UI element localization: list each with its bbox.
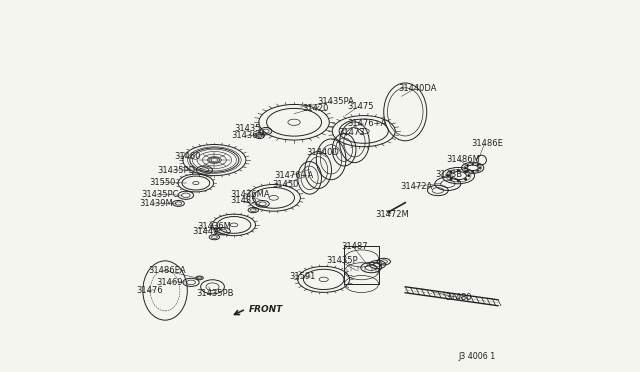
Circle shape [458, 170, 459, 171]
Text: 31473: 31473 [339, 128, 365, 137]
Circle shape [450, 171, 452, 173]
Text: 31469: 31469 [156, 278, 182, 287]
Text: 31440D: 31440D [306, 148, 339, 157]
Text: 31476: 31476 [136, 286, 163, 295]
Text: 31460: 31460 [175, 152, 201, 161]
Circle shape [477, 165, 478, 166]
Text: 31486M: 31486M [446, 155, 480, 164]
Circle shape [472, 171, 473, 172]
Circle shape [467, 165, 468, 166]
Text: 31591: 31591 [290, 272, 316, 281]
Text: 31435PD: 31435PD [157, 166, 196, 174]
Text: 31472A: 31472A [401, 182, 433, 191]
Text: J3 4006 1: J3 4006 1 [459, 352, 496, 361]
Text: 31435PB: 31435PB [196, 289, 234, 298]
Text: 31487: 31487 [342, 241, 368, 250]
Text: 31450: 31450 [273, 180, 299, 189]
Text: 31436M: 31436M [197, 221, 231, 231]
Text: 31435: 31435 [234, 124, 260, 133]
Text: 31476+A: 31476+A [275, 171, 314, 180]
Text: 31476+A: 31476+A [348, 119, 387, 128]
Circle shape [465, 179, 467, 180]
Text: 3143B: 3143B [436, 170, 463, 179]
Circle shape [458, 180, 459, 182]
Circle shape [467, 170, 468, 171]
Text: 31436M: 31436M [232, 131, 266, 141]
Circle shape [472, 164, 473, 165]
Text: 31486E: 31486E [471, 139, 503, 148]
Circle shape [477, 170, 478, 171]
Circle shape [465, 171, 467, 173]
Text: 31550: 31550 [150, 178, 176, 187]
Text: 31472M: 31472M [375, 211, 408, 219]
Text: 31435: 31435 [230, 196, 257, 205]
Text: 31420: 31420 [302, 104, 328, 113]
Text: 31486EA: 31486EA [148, 266, 186, 275]
Circle shape [447, 175, 449, 176]
Circle shape [465, 167, 466, 169]
Circle shape [468, 175, 469, 176]
Circle shape [479, 167, 480, 169]
Text: 31440DA: 31440DA [399, 84, 437, 93]
Text: FRONT: FRONT [249, 305, 283, 314]
Text: 31436MA: 31436MA [230, 190, 270, 199]
Text: 31475: 31475 [348, 102, 374, 111]
Text: 31480: 31480 [445, 293, 472, 302]
Text: 31439M: 31439M [139, 199, 173, 208]
Text: 31435PC: 31435PC [141, 190, 179, 199]
Text: 31435P: 31435P [326, 256, 358, 265]
Text: 31435PA: 31435PA [317, 97, 354, 106]
Circle shape [450, 179, 452, 180]
Text: 31440: 31440 [192, 227, 218, 236]
